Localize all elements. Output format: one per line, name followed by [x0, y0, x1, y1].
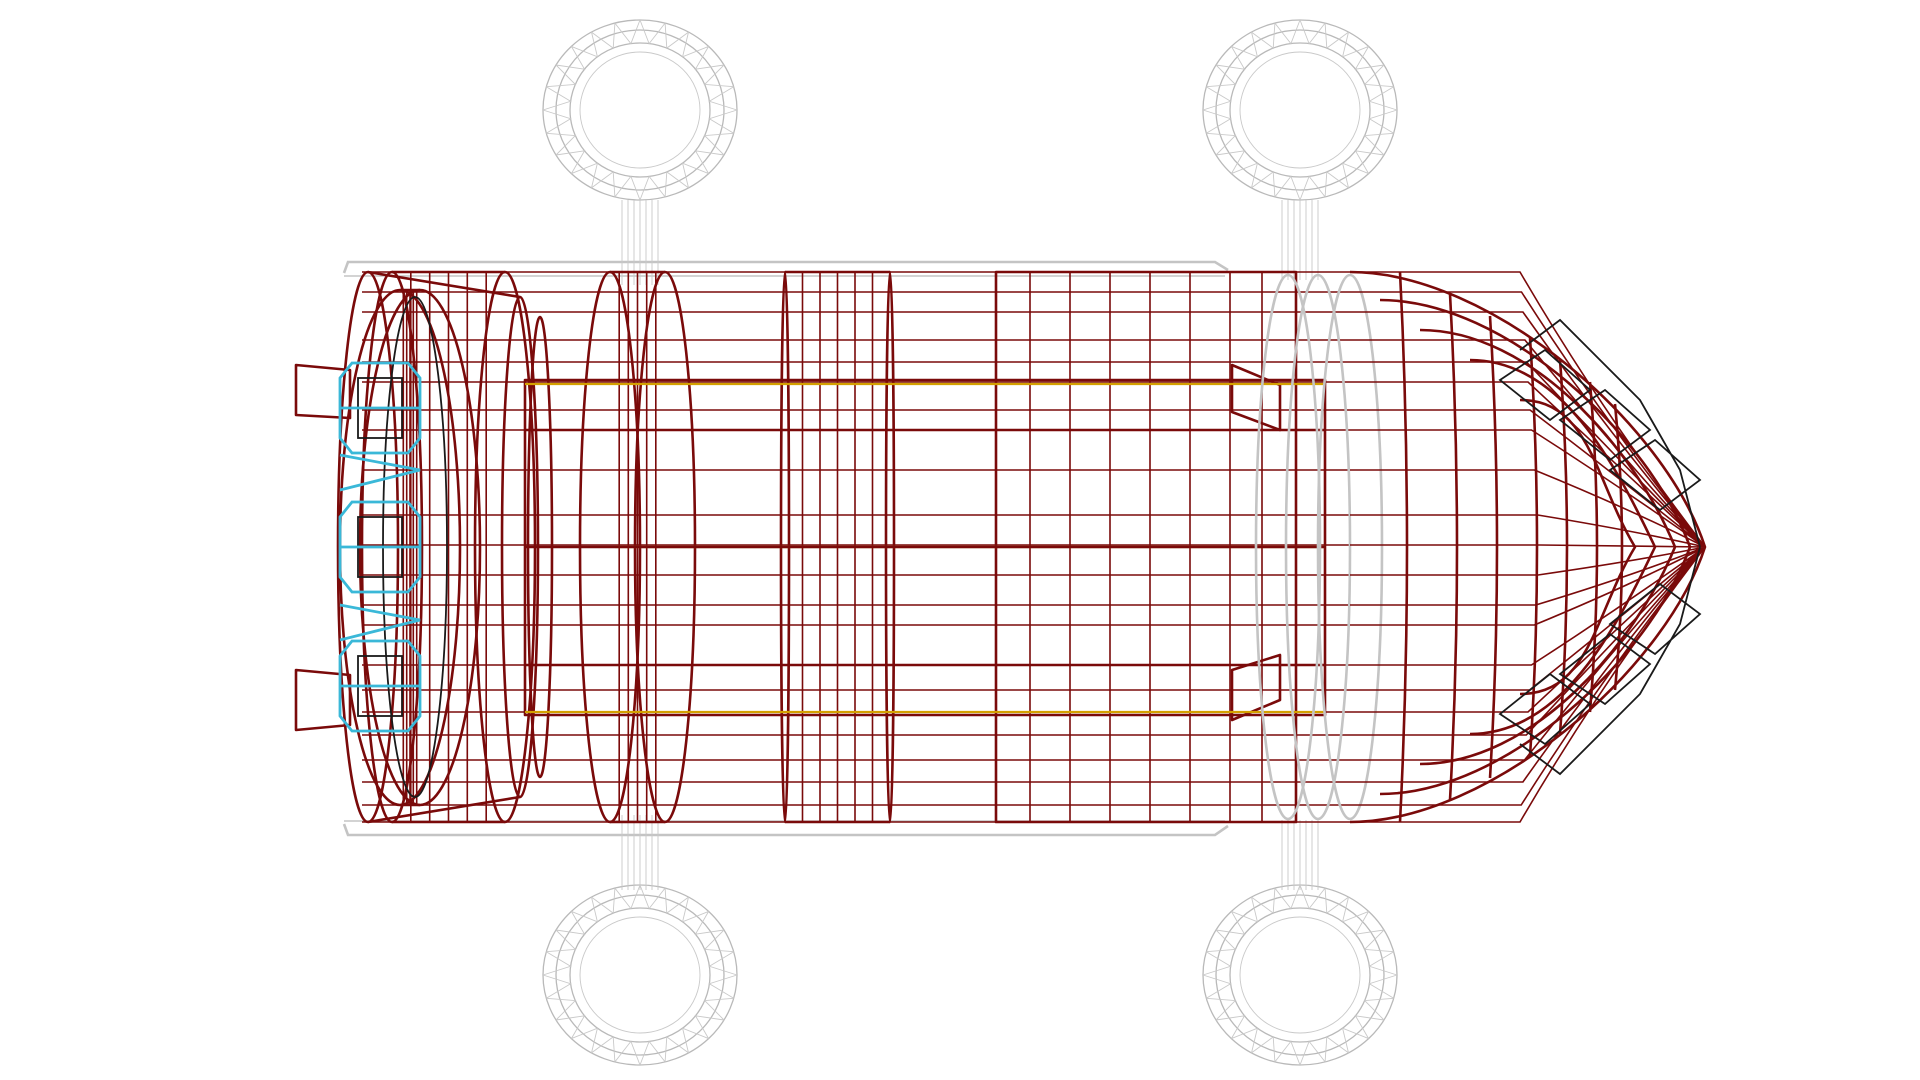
- front-collar-ring-1: [1254, 273, 1322, 821]
- engine-connectors: [339, 453, 421, 642]
- wheel-strut-2: [1281, 200, 1319, 280]
- hull-body: [294, 270, 1384, 824]
- front-pod-top: [1230, 363, 1282, 432]
- rear-engines: [338, 361, 422, 733]
- rear-cylinder-bottom: [367, 795, 521, 824]
- wheel-strut-1: [621, 200, 659, 285]
- wheel-mesh: [542, 19, 738, 201]
- chassis-frame: [342, 260, 1229, 837]
- wheel-mesh: [1202, 19, 1398, 201]
- rear-engine-3: [338, 639, 422, 733]
- wheel-inner-ring: [1239, 916, 1361, 1034]
- wheel-inner-ring: [579, 916, 701, 1034]
- wheel-hub-ring: [569, 907, 711, 1043]
- wheel-tire-ring: [1215, 894, 1385, 1056]
- wheel-tire-ring: [1215, 29, 1385, 191]
- nose-ribs: [1398, 271, 1624, 823]
- wheel-4: [1202, 884, 1398, 1066]
- wheel-hub-ring: [1229, 42, 1371, 178]
- wheel-inner-ring: [579, 51, 701, 169]
- wheel-hub-ring: [1229, 907, 1371, 1043]
- wheel-3: [542, 884, 738, 1066]
- frame-rail-bottom: [342, 823, 1229, 837]
- wheel-1: [542, 19, 738, 201]
- wheel-mesh: [1202, 884, 1398, 1066]
- rear-pod-top: [294, 363, 352, 420]
- wheel-tire-ring: [555, 29, 725, 191]
- frame-rail-top: [342, 260, 1229, 274]
- engine-housing: [338, 500, 422, 594]
- engine-housing: [338, 639, 422, 733]
- wheel-mesh: [542, 884, 738, 1066]
- nose-dark-mesh: [1498, 318, 1702, 776]
- front-collar-ring-3: [1316, 273, 1384, 821]
- wheel-strut-3: [621, 815, 659, 890]
- front-pod-bottom: [1230, 653, 1282, 722]
- wheels: [542, 19, 1398, 1066]
- rear-engine-2: [338, 500, 422, 594]
- nose-cone: [1349, 270, 1707, 824]
- wheel-2: [1202, 19, 1398, 201]
- rear-engine-1: [338, 361, 422, 455]
- wheel-strut-4: [1281, 820, 1319, 890]
- rear-pod-bottom: [294, 668, 352, 732]
- engine-housing: [338, 361, 422, 455]
- wheel-tire-ring: [555, 894, 725, 1056]
- wheel-hub-ring: [569, 42, 711, 178]
- wheel-inner-ring: [1239, 51, 1361, 169]
- front-collar-ring-2: [1284, 273, 1352, 821]
- rear-cylinder-top: [367, 270, 521, 299]
